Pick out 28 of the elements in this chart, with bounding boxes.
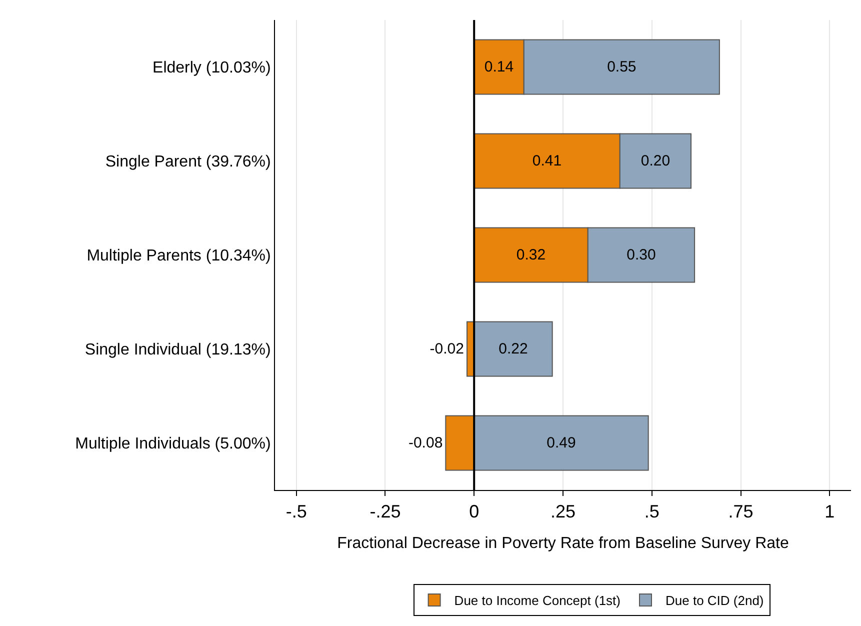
data-label: 0.49: [546, 434, 576, 452]
data-label: 0.55: [607, 58, 636, 76]
data-label: -0.08: [408, 434, 443, 452]
x-tick-label: .25: [550, 502, 576, 522]
bar: [474, 321, 553, 377]
x-tick-label: -.5: [286, 502, 307, 522]
y-tick-label: Single Individual (19.13%): [84, 342, 271, 359]
x-tick-label: 0: [469, 502, 480, 522]
y-tick-label: Multiple Parents (10.34%): [86, 248, 271, 265]
x-tick-label: .75: [728, 502, 754, 522]
bar: [445, 415, 475, 471]
y-tick-label: Multiple Individuals (5.00%): [75, 436, 271, 453]
data-label: 0.41: [532, 152, 562, 170]
legend-label: Due to CID (2nd): [666, 593, 764, 608]
data-label: 0.32: [516, 246, 546, 264]
y-tick-label: Elderly (10.03%): [152, 60, 271, 77]
data-label: 0.22: [498, 340, 528, 358]
bar: [474, 415, 649, 471]
x-tick-label: -.25: [370, 502, 401, 522]
data-label: 0.30: [626, 246, 656, 264]
y-tick-label: Single Parent (39.76%): [105, 154, 271, 171]
x-tick-label: .5: [644, 502, 660, 522]
data-label: -0.02: [430, 340, 464, 358]
x-tick-label: 1: [824, 502, 835, 522]
data-label: 0.14: [484, 58, 514, 76]
x-axis-title: Fractional Decrease in Poverty Rate from Baseline Survey Rate: [337, 535, 789, 552]
legend-label: Due to Income Concept (1st): [454, 593, 621, 608]
data-label: 0.20: [640, 152, 670, 170]
